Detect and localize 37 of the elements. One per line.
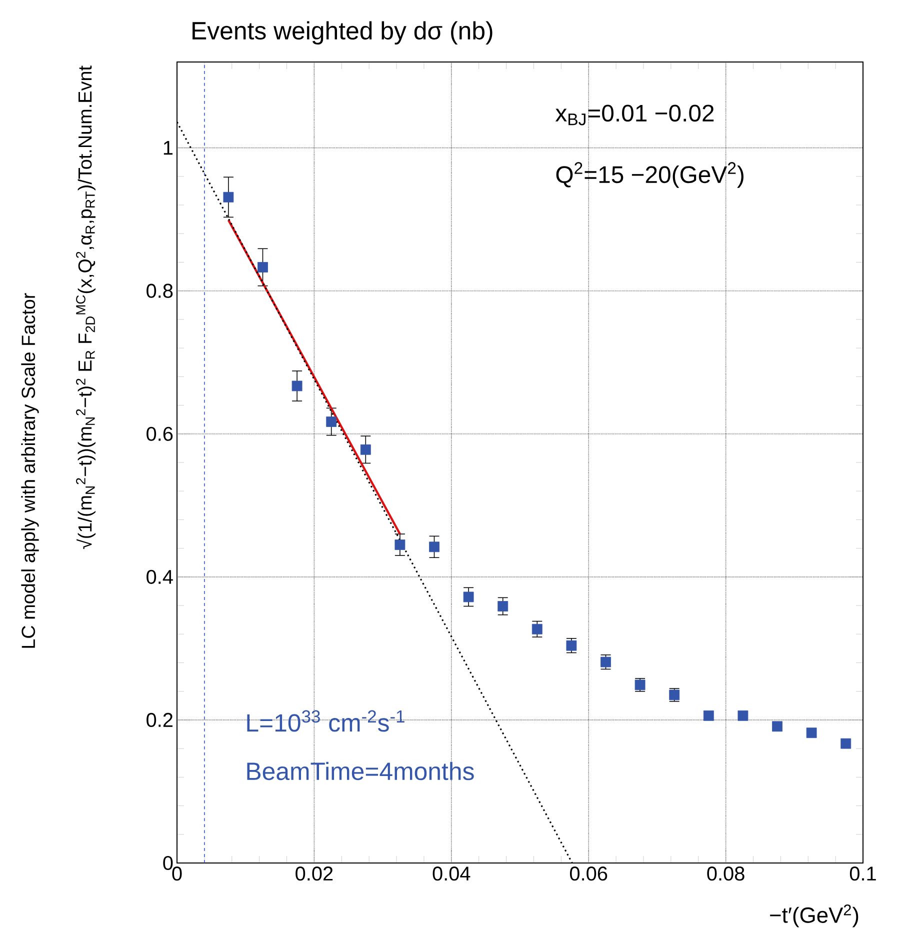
y-tick-label: 0.8 (146, 284, 173, 298)
annotation: x$_{BJ}$=0.01 −0.02 (555, 104, 714, 126)
point (223, 192, 234, 202)
annotation: L=10$^{33}$ cm$^{-2}$s$^{-1}$ (247, 710, 404, 732)
x-tick-label: 0.02 (296, 866, 333, 881)
point (566, 640, 577, 651)
point (463, 592, 474, 602)
point (703, 710, 714, 721)
text: √(1/(m$_{N}$$^{2}$−t))(m$_{N}$$^{2}$−t)$^{2}$ E$_{R}$ F$_{2D}$$^{MC}$(x,Q$^{2}$,α$_{R}$,p$_{RT}$)/Tot.Num.Evnt (76, 66, 96, 550)
x-tick-label: 0.08 (707, 866, 744, 881)
point (532, 624, 542, 634)
x-tick-label: 0.06 (570, 866, 608, 881)
annotation: BeamTime=4months (247, 762, 474, 780)
point (258, 262, 268, 272)
y-tick-label: 0.2 (146, 712, 172, 728)
chart-title: Events weighted by dσ (nb) (192, 21, 492, 44)
text: LC model apply with arbitrary Scale Factor (21, 293, 39, 648)
point (600, 656, 611, 668)
x-tick-label: 0.04 (432, 866, 470, 881)
point (394, 540, 406, 550)
point (772, 721, 782, 732)
point (498, 601, 508, 612)
y-tick-label: 0 (163, 856, 173, 870)
point (738, 710, 748, 721)
y-tick-label: 0.4 (146, 570, 173, 584)
y-tick-label: 1 (164, 140, 173, 155)
x-tick-label: 0.1 (850, 866, 876, 881)
point (360, 444, 371, 455)
point (840, 738, 852, 749)
point (292, 380, 302, 392)
point (806, 728, 817, 738)
x-axis-title: −t′(GeV$^{2}$) (770, 904, 858, 928)
annotation: Q$^{2}$=15 −20(GeV$^{2}$) (556, 162, 744, 188)
point (326, 416, 337, 427)
x-tick-label: 0 (172, 866, 182, 881)
y-tick-label: 0.6 (146, 426, 173, 441)
point (429, 542, 440, 552)
